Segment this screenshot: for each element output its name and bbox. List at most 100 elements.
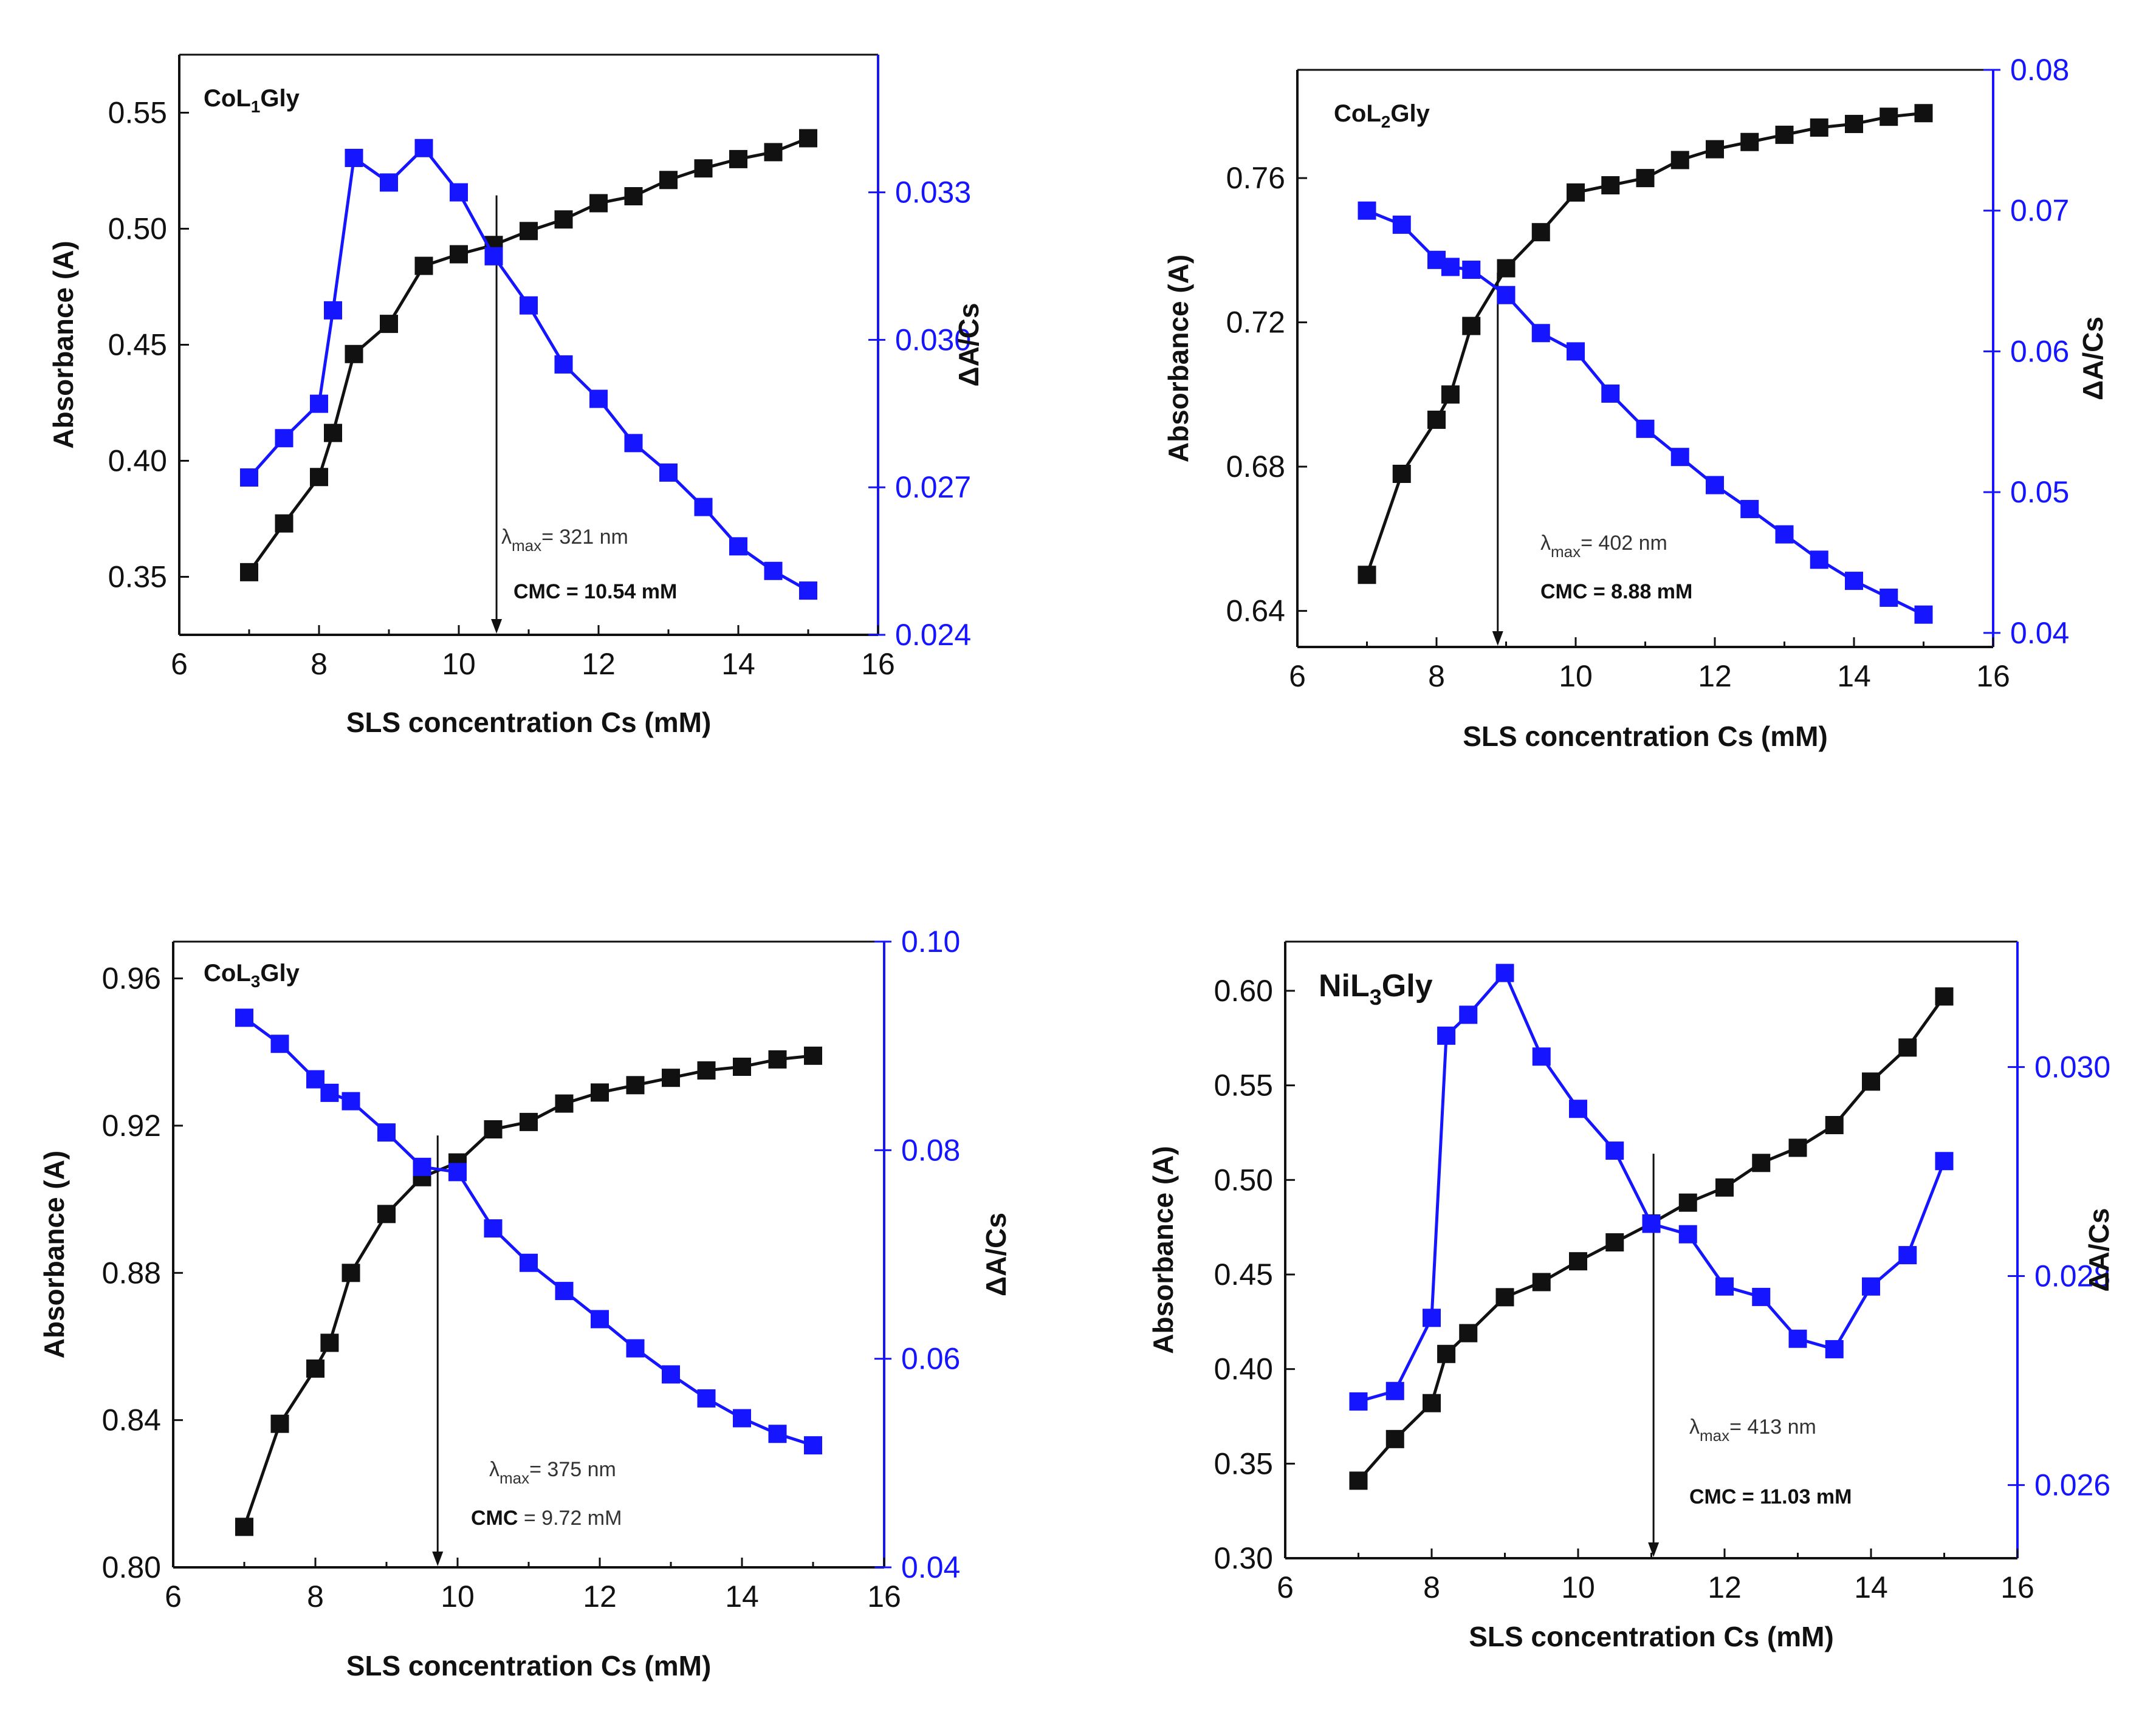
absorbance-point [1495, 1288, 1514, 1307]
y-axis-label: Absorbance (A) [38, 1151, 70, 1358]
series-line-delta [1358, 970, 1946, 1403]
delta-point [1752, 1287, 1771, 1306]
delta-point [342, 1092, 360, 1111]
title-base: CoL [204, 960, 251, 987]
absorbance-point [1810, 118, 1828, 137]
absorbance-point [1775, 125, 1794, 144]
lambda-subscript: max [512, 536, 541, 555]
delta-point [1935, 1152, 1954, 1171]
delta-point [484, 1219, 503, 1238]
y2-tick-label: 0.028 [2034, 1259, 2110, 1293]
x-tick-label: 14 [725, 1579, 759, 1614]
x-axis-label: SLS concentration Cs (mM) [1469, 1621, 1834, 1652]
absorbance-point [275, 514, 294, 533]
absorbance-point [324, 423, 342, 442]
delta-point [448, 1163, 467, 1182]
cmc-annotation: CMC = 8.88 mM [1540, 580, 1692, 603]
chart-panel-4: 6 8 10 12 14 16 0.30 0.35 0.40 0.45 0.50 0.55 0.60 0.… [1147, 940, 2115, 1652]
absorbance-point [1349, 1471, 1368, 1490]
absorbance-point [520, 1112, 538, 1131]
absorbance-point [1706, 140, 1724, 159]
delta-point [1358, 201, 1376, 220]
delta-point [764, 561, 783, 580]
y-tick-label: 0.96 [102, 962, 161, 996]
delta-point [1532, 1047, 1551, 1066]
y-tick-label: 0.35 [1214, 1446, 1273, 1480]
lambda-value: = 413 nm [1729, 1415, 1816, 1439]
absorbance-point [1437, 1344, 1456, 1363]
absorbance-point [1497, 259, 1516, 278]
delta-point [555, 1282, 574, 1301]
absorbance-point [1441, 385, 1460, 404]
delta-point [1775, 525, 1794, 544]
y-tick-label: 0.45 [108, 328, 167, 362]
lambda-max-annotation: λmax= 375 nm [489, 1458, 616, 1487]
x-tick-label: 16 [1976, 659, 2010, 693]
y2-tick-label: 0.04 [2010, 616, 2069, 650]
delta-point [1349, 1392, 1368, 1411]
delta-point [450, 183, 468, 202]
lambda-max-annotation: λmax= 413 nm [1689, 1415, 1816, 1445]
delta-point [1810, 550, 1828, 569]
absorbance-point [1862, 1072, 1880, 1091]
cmc-label: CMC [471, 1507, 518, 1530]
y2-tick-label: 0.06 [901, 1342, 960, 1376]
x-axis-label: SLS concentration Cs (mM) [346, 707, 712, 738]
absorbance-point [659, 171, 678, 190]
x-tick-label: 14 [721, 647, 755, 681]
x-tick-label: 8 [1423, 1570, 1440, 1604]
cmc-arrow-head [432, 1552, 444, 1566]
y-tick-label: 0.84 [102, 1403, 161, 1437]
x-tick-label: 6 [1289, 659, 1306, 693]
absorbance-point [1752, 1154, 1771, 1172]
absorbance-point [662, 1069, 680, 1087]
delta-point [1569, 1100, 1587, 1118]
absorbance-point [589, 194, 608, 213]
y-tick-label: 0.64 [1226, 594, 1285, 628]
x-tick-label: 14 [1854, 1570, 1888, 1604]
delta-point [345, 148, 363, 167]
title-subscript: 3 [251, 972, 261, 991]
absorbance-point [1636, 169, 1655, 188]
title-rest: Gly [1382, 968, 1433, 1004]
absorbance-point [768, 1050, 787, 1069]
x-tick-label: 16 [867, 1579, 901, 1614]
absorbance-point [320, 1333, 339, 1352]
absorbance-point [1825, 1116, 1844, 1135]
delta-point [275, 429, 294, 448]
y-tick-label: 0.40 [108, 444, 167, 478]
x-axis-label: SLS concentration Cs (mM) [346, 1650, 712, 1682]
delta-point [626, 1339, 645, 1358]
lambda-subscript: max [500, 1469, 529, 1487]
absorbance-point [1715, 1178, 1734, 1197]
x-tick-label: 6 [171, 647, 188, 681]
cmc-arrow-head [491, 619, 503, 634]
delta-point [1678, 1225, 1697, 1244]
delta-point [377, 1123, 396, 1142]
title-subscript: 1 [251, 97, 261, 116]
absorbance-point [555, 1094, 574, 1113]
y-tick-label: 0.60 [1214, 974, 1273, 1008]
delta-point [662, 1365, 680, 1384]
absorbance-point [1569, 1252, 1587, 1271]
absorbance-point [1880, 108, 1898, 126]
absorbance-point [1605, 1233, 1624, 1252]
x-tick-label: 12 [1708, 1570, 1742, 1604]
absorbance-point [1427, 410, 1446, 429]
lambda-symbol: λ [1689, 1415, 1700, 1439]
series-line-delta [248, 146, 809, 592]
delta-point [1385, 1381, 1404, 1400]
delta-point [554, 355, 573, 374]
y2-tick-label: 0.027 [895, 470, 971, 504]
x-axis-label: SLS concentration Cs (mM) [1463, 720, 1828, 752]
y-tick-label: 0.50 [108, 212, 167, 246]
y-tick-label: 0.76 [1226, 161, 1285, 195]
title-base: CoL [1334, 100, 1381, 127]
absorbance-point [342, 1264, 360, 1282]
y-tick-label: 0.50 [1214, 1163, 1273, 1197]
y-tick-label: 0.68 [1226, 450, 1285, 484]
x-tick-label: 14 [1837, 659, 1871, 693]
delta-point [520, 296, 538, 315]
y2-tick-label: 0.030 [895, 323, 971, 357]
delta-point [659, 463, 678, 482]
